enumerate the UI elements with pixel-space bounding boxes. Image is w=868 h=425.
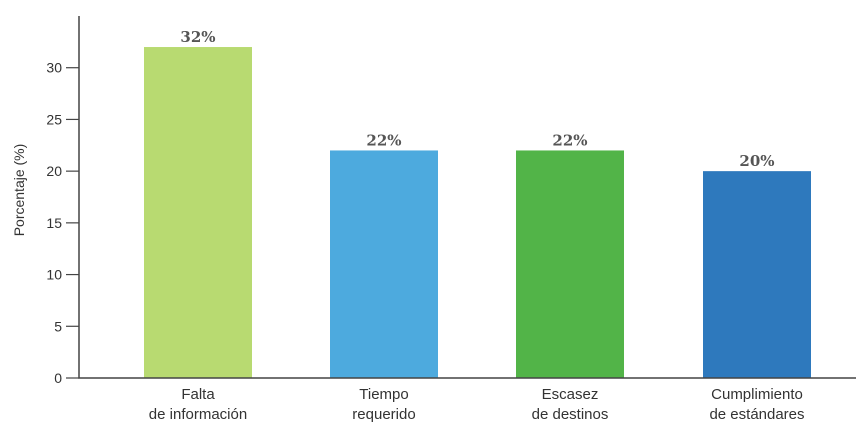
category-label: Escasez bbox=[542, 386, 599, 403]
y-axis-title-group: Porcentaje (%) bbox=[11, 144, 27, 237]
y-tick-label: 25 bbox=[46, 111, 62, 127]
y-axis-title: Porcentaje (%) bbox=[11, 144, 27, 237]
bar-value-label: 20% bbox=[739, 152, 774, 170]
y-tick-label: 30 bbox=[46, 60, 62, 76]
y-axis-ticks: 0 5 10 15 20 25 30 bbox=[46, 60, 79, 386]
bar-value-label: 22% bbox=[366, 131, 401, 149]
category-label: requerido bbox=[352, 406, 415, 423]
category-label: de destinos bbox=[532, 406, 609, 423]
category-labels: Falta de información Tiempo requerido Escase… bbox=[149, 386, 805, 423]
bar-value-label: 32% bbox=[180, 28, 215, 46]
y-tick-label: 0 bbox=[54, 370, 62, 386]
category-label: Falta bbox=[181, 386, 215, 403]
y-tick-label: 20 bbox=[46, 163, 62, 179]
bar bbox=[144, 47, 252, 379]
bar bbox=[516, 150, 624, 378]
category-label: de información bbox=[149, 406, 247, 423]
category-label: Tiempo bbox=[359, 386, 408, 403]
category-label: Cumplimiento bbox=[711, 386, 803, 403]
bar-value-label: 22% bbox=[552, 131, 587, 149]
y-tick-label: 5 bbox=[54, 318, 62, 334]
axes bbox=[78, 16, 856, 379]
category-label: de estándares bbox=[709, 406, 804, 423]
y-tick-label: 10 bbox=[46, 267, 62, 283]
bar bbox=[703, 171, 811, 378]
bar bbox=[330, 150, 438, 378]
bars bbox=[144, 47, 811, 379]
y-tick-label: 15 bbox=[46, 215, 62, 231]
value-labels: 32% 22% 22% 20% bbox=[180, 28, 774, 170]
